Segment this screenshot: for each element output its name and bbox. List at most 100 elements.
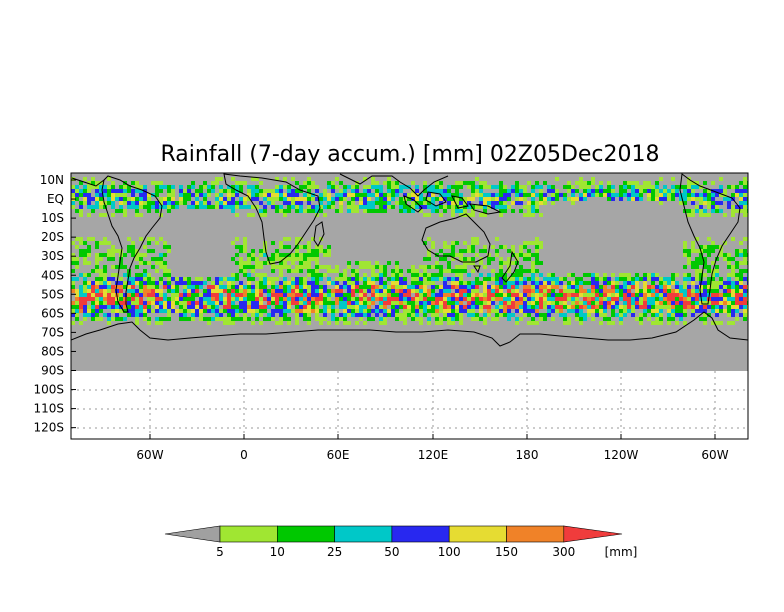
rain-cell — [523, 205, 527, 209]
rain-cell — [255, 293, 259, 297]
rain-cell — [375, 197, 379, 201]
rain-cell — [99, 201, 103, 205]
rain-cell — [255, 313, 259, 317]
rain-cell — [703, 213, 707, 217]
rain-cell — [95, 181, 99, 185]
rain-cell — [739, 301, 743, 305]
rain-cell — [71, 189, 75, 193]
rain-cell — [171, 285, 175, 289]
rain-cell — [567, 189, 571, 193]
rain-cell — [155, 181, 159, 185]
lat-tick-label: 100S — [33, 383, 64, 397]
rain-cell — [515, 321, 519, 325]
rain-cell — [419, 285, 423, 289]
rain-cell — [455, 265, 459, 269]
rain-cell — [103, 205, 107, 209]
colorbar-label: 300 — [552, 545, 575, 559]
rain-cell — [303, 281, 307, 285]
rain-cell — [103, 305, 107, 309]
rain-cell — [363, 201, 367, 205]
rain-cell — [91, 281, 95, 285]
rain-cell — [147, 297, 151, 301]
rain-cell — [535, 269, 539, 273]
rain-cell — [487, 257, 491, 261]
rain-cell — [539, 201, 543, 205]
rain-cell — [319, 193, 323, 197]
rain-cell — [687, 293, 691, 297]
rain-cell — [743, 309, 747, 313]
rain-cell — [663, 305, 667, 309]
rain-cell — [487, 253, 491, 257]
rain-cell — [535, 297, 539, 301]
rain-cell — [107, 285, 111, 289]
rain-cell — [699, 257, 703, 261]
rain-cell — [531, 189, 535, 193]
rain-cell — [655, 313, 659, 317]
rain-cell — [95, 241, 99, 245]
rain-cell — [315, 277, 319, 281]
rain-cell — [263, 305, 267, 309]
rain-cell — [131, 297, 135, 301]
rain-cell — [319, 297, 323, 301]
rain-cell — [271, 313, 275, 317]
rain-cell — [551, 197, 555, 201]
rain-cell — [111, 293, 115, 297]
rain-cell — [247, 289, 251, 293]
rain-cell — [287, 269, 291, 273]
rain-cell — [219, 193, 223, 197]
rain-cell — [139, 297, 143, 301]
tasmania-outline — [473, 265, 481, 274]
rain-cell — [115, 313, 119, 317]
rain-cell — [219, 309, 223, 313]
rain-cell — [463, 285, 467, 289]
rain-cell — [435, 189, 439, 193]
rain-cell — [283, 309, 287, 313]
rain-cell — [707, 245, 711, 249]
rain-cell — [331, 269, 335, 273]
rain-cell — [627, 309, 631, 313]
rain-cell — [371, 193, 375, 197]
rain-cell — [315, 185, 319, 189]
rain-cell — [475, 241, 479, 245]
rain-cell — [227, 193, 231, 197]
rain-cell — [263, 277, 267, 281]
rain-cell — [75, 193, 79, 197]
rain-cell — [663, 185, 667, 189]
rain-cell — [499, 277, 503, 281]
rain-cell — [711, 285, 715, 289]
rain-cell — [727, 197, 731, 201]
rain-cell — [651, 197, 655, 201]
rain-cell — [427, 293, 431, 297]
rain-cell — [531, 197, 535, 201]
rain-cell — [727, 297, 731, 301]
rain-cell — [315, 305, 319, 309]
rain-cell — [547, 197, 551, 201]
rain-cell — [291, 293, 295, 297]
rain-cell — [539, 213, 543, 217]
rain-cell — [471, 313, 475, 317]
rain-cell — [715, 257, 719, 261]
rain-cell — [423, 297, 427, 301]
rain-cell — [463, 265, 467, 269]
rain-cell — [267, 189, 271, 193]
rain-cell — [175, 309, 179, 313]
rain-cell — [679, 197, 683, 201]
rain-cell — [195, 305, 199, 309]
rain-cell — [715, 265, 719, 269]
rain-cell — [491, 285, 495, 289]
rain-cell — [643, 277, 647, 281]
rain-cell — [371, 205, 375, 209]
rain-cell — [511, 209, 515, 213]
rain-cell — [71, 257, 75, 261]
rain-cell — [143, 201, 147, 205]
rain-cell — [163, 285, 167, 289]
rain-cell — [455, 281, 459, 285]
rain-cell — [391, 305, 395, 309]
rain-cell — [427, 213, 431, 217]
rain-cell — [691, 313, 695, 317]
rain-cell — [107, 321, 111, 325]
rain-cell — [667, 293, 671, 297]
rain-cell — [647, 277, 651, 281]
rain-cell — [259, 209, 263, 213]
rain-cell — [243, 313, 247, 317]
